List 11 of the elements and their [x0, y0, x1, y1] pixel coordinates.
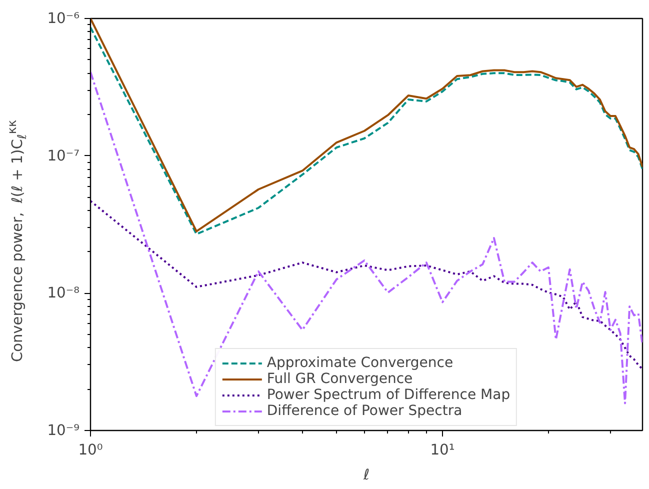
legend-label: Full GR Convergence — [266, 371, 413, 387]
x-tick-label: 10⁰ — [78, 442, 103, 458]
x-tick-label: 10¹ — [430, 442, 455, 458]
y-tick-label: 10⁻⁸ — [47, 284, 80, 302]
x-axis-title: ℓ — [362, 466, 370, 484]
legend-label: Difference of Power Spectra — [266, 403, 462, 419]
y-tick-label: 10⁻⁹ — [47, 422, 80, 439]
y-tick-label: 10⁻⁷ — [47, 147, 80, 164]
legend-label: Approximate Convergence — [266, 355, 454, 371]
y-tick-label: 10⁻⁶ — [47, 10, 80, 27]
legend-label: Power Spectrum of Difference Map — [266, 387, 510, 403]
